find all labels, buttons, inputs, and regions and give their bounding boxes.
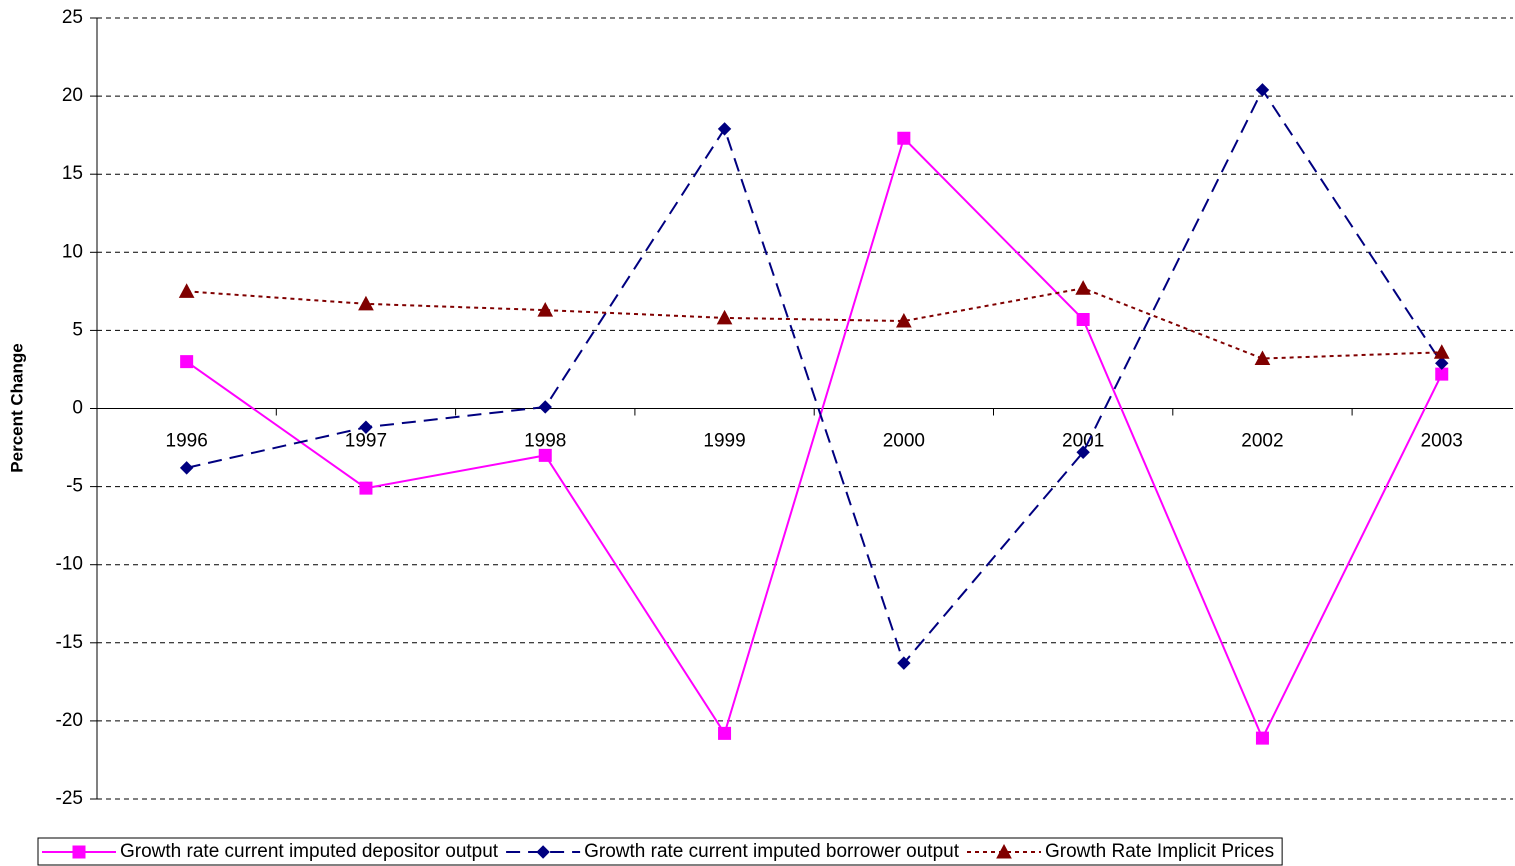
marker xyxy=(538,400,552,414)
marker xyxy=(1076,445,1090,459)
series-line xyxy=(186,287,1442,360)
y-tick-label: 0 xyxy=(72,398,83,419)
y-tick-label: 20 xyxy=(62,85,83,106)
y-axis-title: Percent Change xyxy=(7,343,26,472)
marker xyxy=(1255,83,1270,97)
series-line xyxy=(186,87,1443,666)
x-tick-label: 1996 xyxy=(166,431,208,452)
marker xyxy=(359,420,373,434)
marker xyxy=(72,845,86,859)
x-tick-label: 1997 xyxy=(345,431,387,452)
y-tick-label: 15 xyxy=(62,163,83,184)
x-tick-label: 2002 xyxy=(1241,431,1283,452)
legend-label: Growth rate current imputed borrower out… xyxy=(584,841,960,862)
marker xyxy=(1435,367,1449,381)
legend-label: Growth Rate Implicit Prices xyxy=(1045,841,1274,862)
marker xyxy=(358,295,374,311)
marker xyxy=(897,131,911,145)
series-line xyxy=(186,136,1443,741)
y-tick-label: 10 xyxy=(62,241,83,262)
x-tick-label: 2000 xyxy=(883,431,925,452)
marker xyxy=(180,355,194,369)
marker xyxy=(1075,280,1091,295)
y-tick-label: 25 xyxy=(62,7,83,28)
marker xyxy=(897,656,911,670)
marker xyxy=(536,845,550,859)
marker xyxy=(537,302,554,317)
marker xyxy=(359,481,373,495)
legend: Growth rate current imputed depositor ou… xyxy=(37,837,1283,866)
y-tick-label: 5 xyxy=(72,319,83,340)
marker xyxy=(538,448,552,462)
y-tick-label: -5 xyxy=(66,476,83,497)
legend-label: Growth rate current imputed depositor ou… xyxy=(120,841,499,862)
marker xyxy=(716,309,733,325)
y-tick-label: -20 xyxy=(56,710,83,731)
legend-box xyxy=(37,837,1283,866)
marker xyxy=(1076,312,1090,326)
marker xyxy=(178,283,195,298)
marker xyxy=(896,312,912,328)
y-tick-label: -15 xyxy=(56,632,83,653)
x-tick-label: 2001 xyxy=(1062,431,1104,452)
marker xyxy=(717,122,732,136)
y-tick-label: -10 xyxy=(56,554,83,575)
y-tick-label: -25 xyxy=(56,788,83,809)
marker xyxy=(1255,731,1269,745)
marker xyxy=(996,843,1012,859)
x-tick-label: 2003 xyxy=(1421,431,1463,452)
x-tick-label: 1999 xyxy=(703,431,745,452)
marker xyxy=(1254,350,1271,366)
marker xyxy=(1435,356,1449,370)
marker xyxy=(1433,344,1450,359)
marker xyxy=(179,461,194,475)
x-tick-label: 1998 xyxy=(524,431,566,452)
marker xyxy=(718,726,732,740)
